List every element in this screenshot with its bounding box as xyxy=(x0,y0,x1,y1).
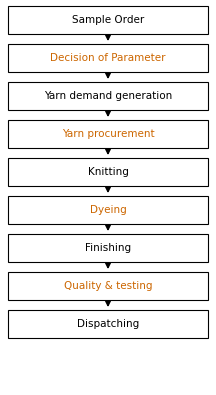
Text: Dispatching: Dispatching xyxy=(77,319,139,329)
Bar xyxy=(8,196,208,224)
Bar xyxy=(8,310,208,338)
Text: Yarn demand generation: Yarn demand generation xyxy=(44,91,172,101)
Text: Dyeing: Dyeing xyxy=(90,205,126,215)
Bar xyxy=(8,44,208,72)
Text: Decision of Parameter: Decision of Parameter xyxy=(50,53,166,63)
Text: Finishing: Finishing xyxy=(85,243,131,253)
Text: Sample Order: Sample Order xyxy=(72,15,144,25)
Bar xyxy=(8,234,208,262)
Text: Knitting: Knitting xyxy=(87,167,129,177)
Bar xyxy=(8,272,208,300)
Text: Yarn procurement: Yarn procurement xyxy=(62,129,154,139)
Bar xyxy=(8,6,208,34)
Text: Quality & testing: Quality & testing xyxy=(64,281,152,291)
Bar xyxy=(8,120,208,148)
Bar xyxy=(8,82,208,110)
Bar xyxy=(8,158,208,186)
